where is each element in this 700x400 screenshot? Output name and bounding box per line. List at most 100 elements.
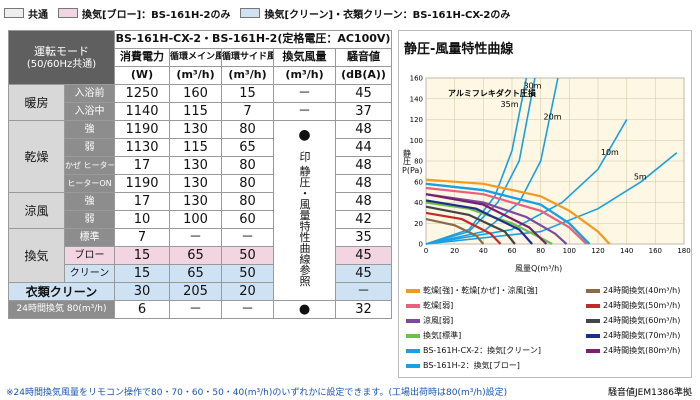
col-head-main-l1: 循環メイン風量: [170, 52, 221, 63]
cell-main: －: [169, 300, 223, 319]
chart-legend-item: 24時間換気(70m³/h): [586, 330, 680, 341]
x-tick-label: 120: [591, 247, 604, 255]
cell-side: 60: [221, 210, 275, 229]
chart-panel: [398, 30, 692, 378]
x-tick-label: 140: [620, 247, 633, 255]
cell-main: 65: [169, 246, 223, 265]
cell-power: 6: [114, 300, 171, 319]
footer: ※24時間換気風量をリモコン操作で80・70・60・50・40(m³/h)のいず…: [6, 385, 696, 398]
series-line-7: [425, 211, 502, 245]
x-tick-label: 100: [563, 247, 576, 255]
chart-legend-item: 換気[標準]: [406, 330, 461, 341]
col-head-side: 循環サイド風量: [221, 48, 275, 67]
col-head-noise: 騒音値: [335, 48, 393, 67]
series-line-9: [425, 199, 533, 245]
cell-side: 20: [221, 282, 275, 301]
chart-legend-item: 24時間換気(60m³/h): [586, 315, 680, 326]
row-sub: クリーン: [63, 264, 116, 283]
cell-side: 80: [221, 120, 275, 139]
legend-line-swatch: [406, 288, 420, 293]
legend-line-swatch: [586, 318, 600, 323]
series-line-1: [425, 186, 588, 245]
group-ryofu: 涼風: [8, 192, 65, 229]
cell-side: 65: [221, 138, 275, 157]
cell-power: 10: [114, 210, 171, 229]
cell-noise: 45: [335, 84, 393, 103]
x-axis-label: 風量Q(m³/h): [515, 264, 563, 273]
chart-legend-item: 24時間換気(50m³/h): [586, 300, 680, 311]
vent-dot: ●: [298, 126, 311, 143]
cell-main: 130: [169, 156, 223, 175]
x-tick-label: 0: [424, 247, 428, 255]
unit-side: (m³/h): [221, 66, 275, 85]
legend-pink-label: 換気[ブロー]：BS-161H-2のみ: [82, 9, 231, 21]
col-head-power-l1: 消費電力: [120, 50, 165, 64]
row-sub: 入浴中: [63, 102, 116, 121]
x-tick-label: 40: [479, 247, 488, 255]
cell-main: 65: [169, 264, 223, 283]
series-line-0: [425, 178, 611, 245]
legend-blue-label: 換気[クリーン]・衣類クリーン：BS-161H-CX-2のみ: [264, 9, 511, 21]
unit-main: (m³/h): [169, 66, 223, 85]
duct-length-label: 20m: [544, 113, 562, 122]
chart-title: 静圧-風量特性曲線: [404, 42, 514, 57]
col-head-vent-l1: 換気風量: [282, 50, 327, 64]
chart-legend-item: 乾燥[強]・乾燥[かぜ]・涼風[強]: [406, 285, 538, 296]
col-head-power: 消費電力: [114, 48, 171, 67]
row-sub: 弱: [63, 210, 116, 229]
duct-curve-30m: [425, 77, 536, 245]
duct-length-label: 30m: [523, 81, 541, 90]
row-sub: かぜ ヒーターOFF: [63, 156, 116, 175]
chart-legend-item: BS-161H-CX-2：換気[クリーン]: [406, 345, 541, 356]
group-kanso: 乾燥: [8, 120, 65, 193]
legend-line-swatch: [406, 333, 420, 338]
series-line-8: [425, 205, 516, 245]
y-tick-label: 20: [414, 220, 423, 228]
cell-noise: 35: [335, 228, 393, 247]
row-sub: 衣類クリーン: [7, 282, 116, 301]
series-line-2: [425, 193, 568, 245]
legend-common: 共通: [4, 6, 48, 21]
footer-standard: 騒音値JEM1386準拠: [607, 388, 692, 398]
chart-legend-item: 涼風[弱]: [406, 315, 453, 326]
cell-main: 115: [169, 102, 223, 121]
group-danbo: 暖房: [8, 84, 65, 121]
legend-label: 乾燥[弱]: [423, 301, 454, 310]
legend-label: 24時間換気(60m³/h): [603, 316, 681, 325]
cell-noise: 45: [335, 264, 393, 283]
row-sub: ヒーターON: [63, 174, 116, 193]
cell-side: －: [221, 228, 275, 247]
row-sub: 24時間換気 80(m³/h): [7, 300, 116, 319]
cell-power: 17: [114, 156, 171, 175]
legend-label: 乾燥[強]・乾燥[かぜ]・涼風[強]: [423, 286, 538, 295]
cell-side: 80: [221, 174, 275, 193]
cell-main: 130: [169, 192, 223, 211]
vent-vertical-note: ● 印 静圧・風量特性曲線参照: [273, 120, 337, 301]
cell-vent: －: [273, 84, 337, 103]
cell-power: 1190: [114, 174, 171, 193]
legend-label: 換気[標準]: [423, 331, 462, 340]
cell-vent: －: [273, 102, 337, 121]
cell-power: 30: [114, 282, 171, 301]
legend-line-swatch: [586, 303, 600, 308]
x-tick-label: 80: [536, 247, 545, 255]
cell-power: 1130: [114, 138, 171, 157]
kaze-label: かぜ: [65, 160, 81, 170]
cell-main: 100: [169, 210, 223, 229]
legend-common-label: 共通: [28, 9, 48, 21]
y-tick-label: 60: [414, 178, 423, 186]
unit-power: (W): [114, 66, 171, 85]
series-line-6: [425, 218, 485, 245]
cell-side: 50: [221, 246, 275, 265]
duct-curve-35m: [425, 77, 528, 245]
cell-noise: 48: [335, 192, 393, 211]
y-tick-label: 120: [410, 116, 423, 124]
swatch-pink: [58, 8, 78, 18]
pressure-airflow-chart: 0 20 40 60 80 100 120 140 160 180 0 20 40 60 80 100 120 1…: [410, 75, 691, 256]
legend-line-swatch: [406, 318, 420, 323]
cell-vent: ●: [273, 300, 337, 319]
duct-length-label: 5m: [634, 173, 647, 182]
unit-noise: (dB(A)): [335, 66, 393, 85]
cell-main: 130: [169, 174, 223, 193]
cell-noise: 42: [335, 210, 393, 229]
